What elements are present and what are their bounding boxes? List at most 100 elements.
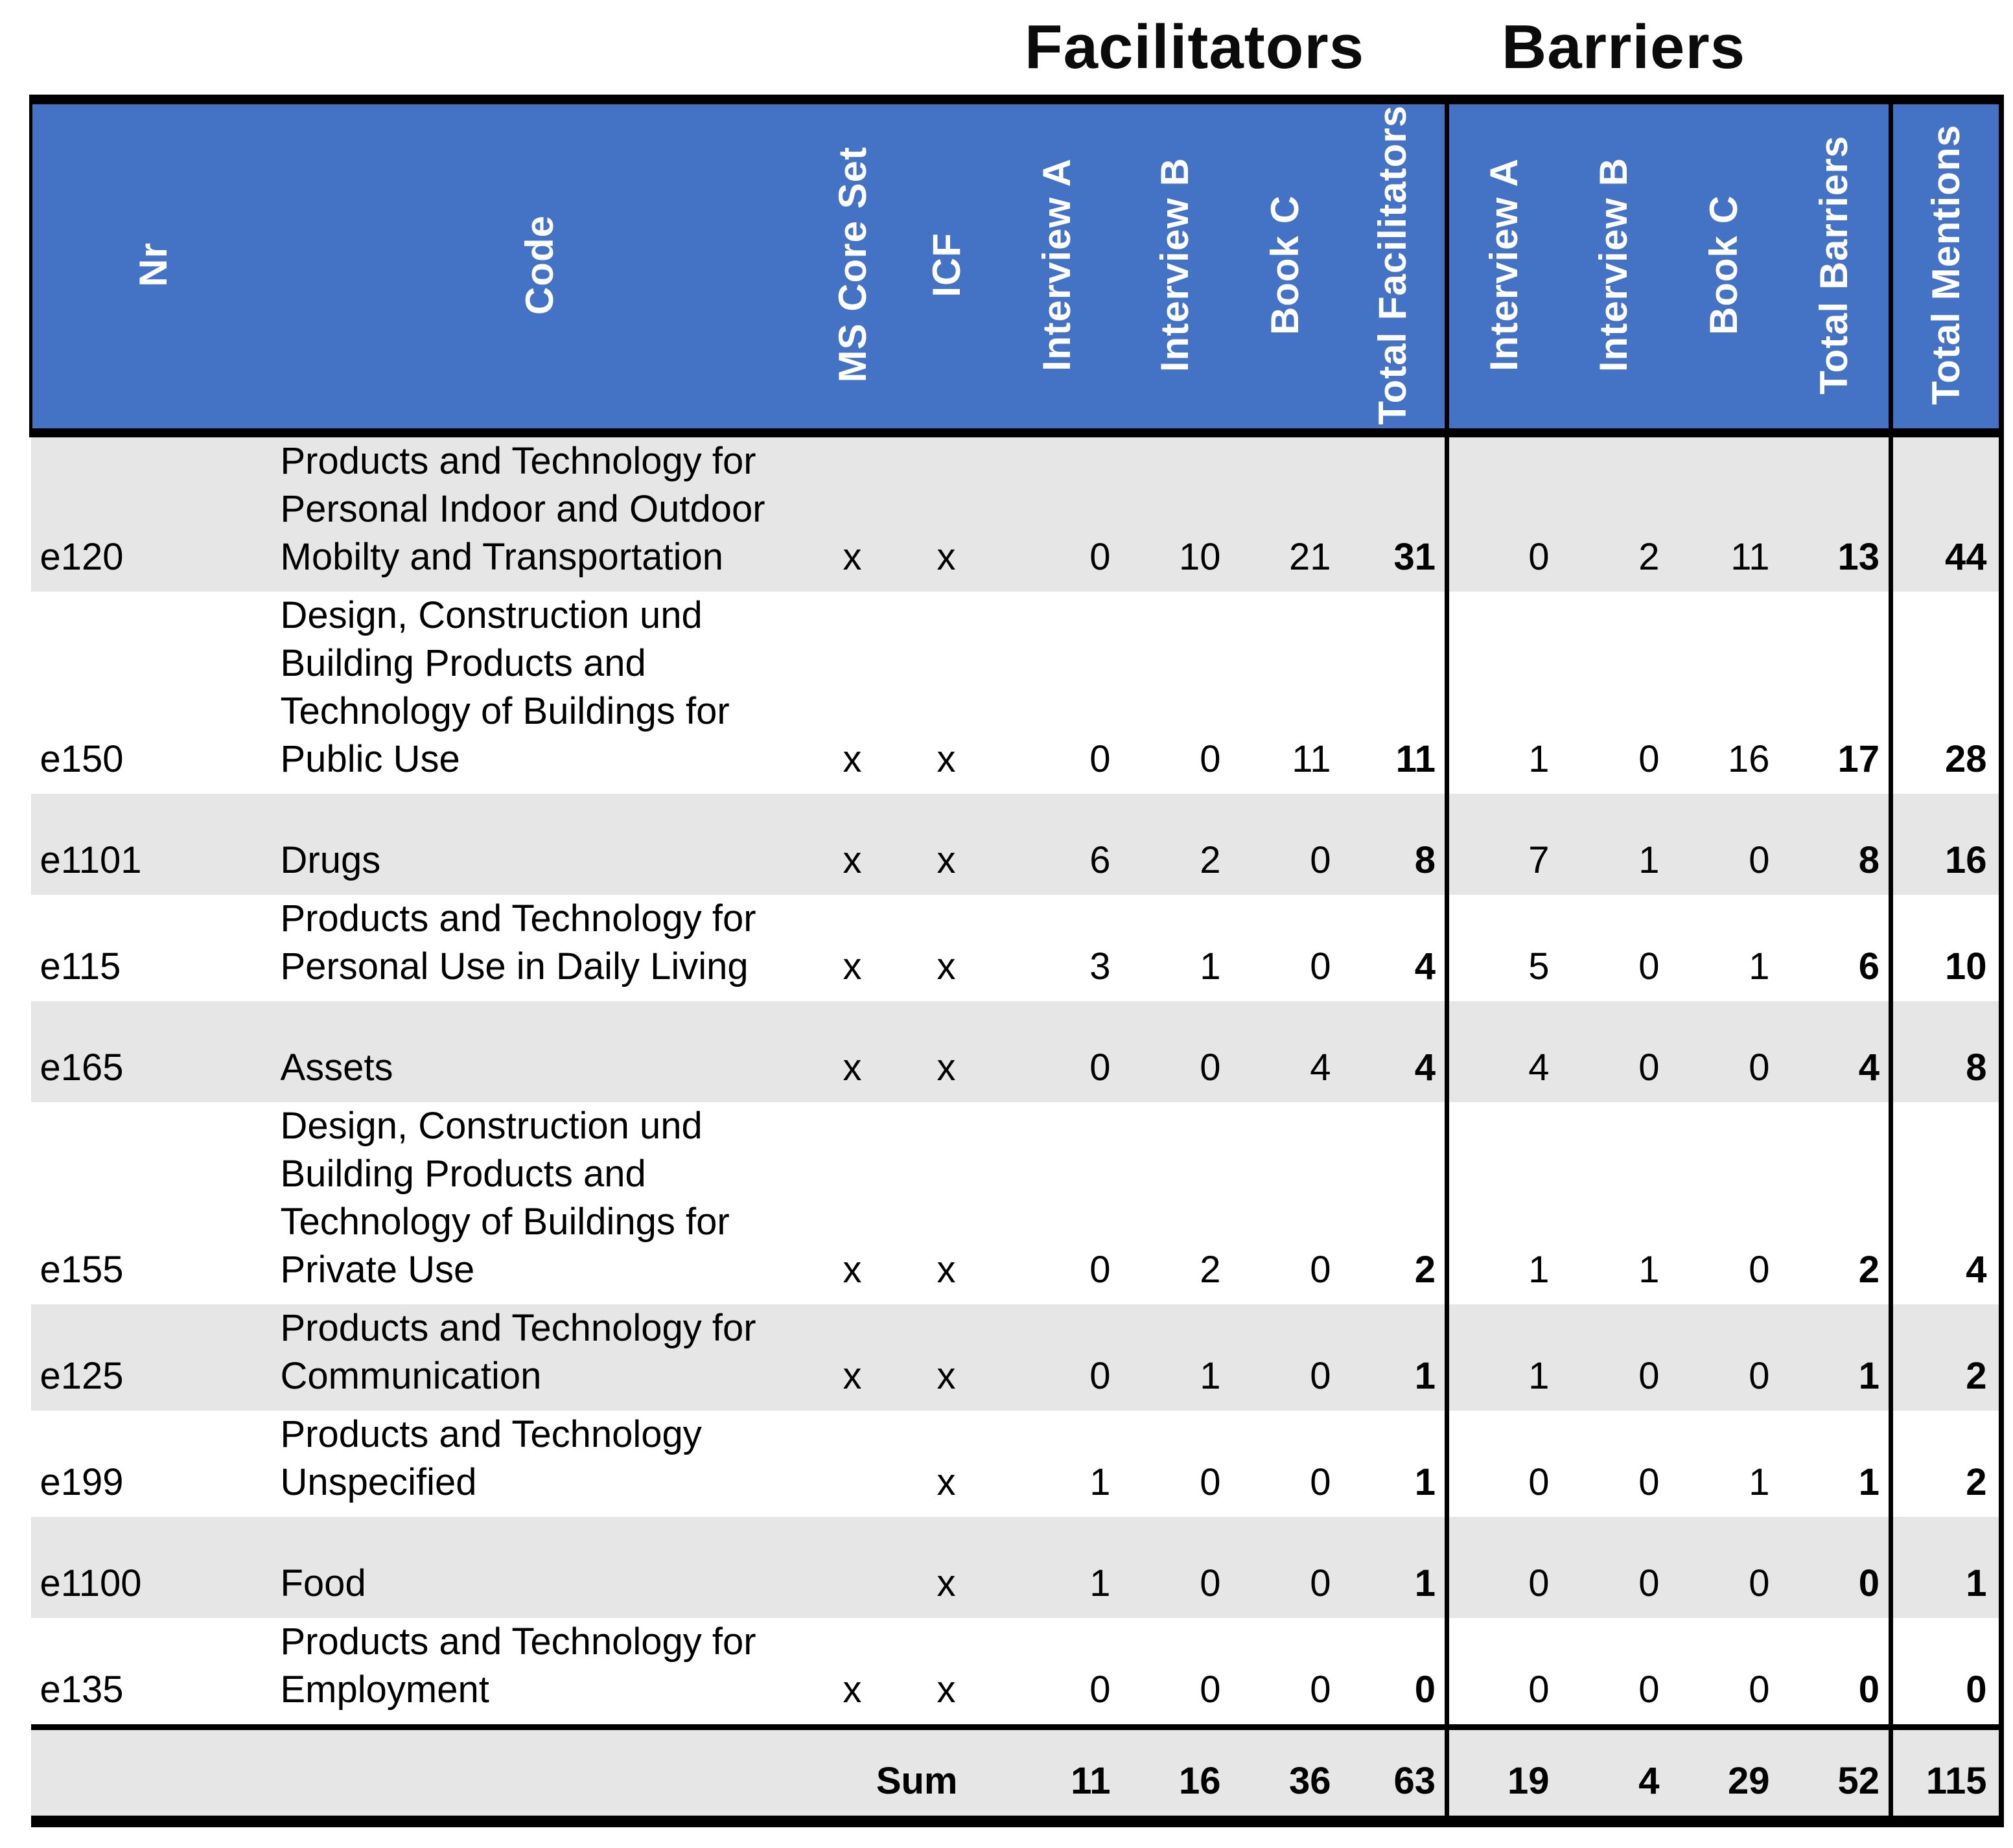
facilitators-interview-b-value: 1: [1200, 945, 1221, 988]
facilitators-interview-b-value: 1: [1119, 1304, 1230, 1411]
column-header-code-label: Code: [518, 214, 561, 315]
row-id: e1101: [30, 794, 274, 895]
total-mentions-value: 8: [1891, 1001, 2004, 1102]
column-header-barriers-book-c-label: Book C: [1702, 194, 1745, 335]
column-header-barriers-interview-b-label: Interview B: [1592, 157, 1635, 373]
total-barriers-value: 0: [1778, 1517, 1893, 1618]
column-header-barriers-interview-a: Interview A: [1447, 95, 1559, 437]
facilitators-interview-a-value: 1: [1089, 1461, 1111, 1503]
row-id: e135: [40, 1669, 124, 1711]
facilitators-interview-a-value: 0: [1089, 1249, 1111, 1291]
facilitators-book-c-value: 0: [1310, 945, 1331, 988]
barriers-interview-b-value: 0: [1638, 1461, 1660, 1503]
table-row: e135 Products and Technology for Employme…: [31, 1618, 2004, 1727]
table-row: e120 Products and Technology for Personal…: [30, 433, 2004, 592]
facilitators-book-c-value: 0: [1310, 1249, 1331, 1291]
row-id: e1100: [30, 1517, 274, 1618]
row-id: e120: [30, 433, 274, 592]
facilitators-book-c-value: 0: [1310, 1669, 1331, 1711]
facilitators-group-title: Facilitators: [1024, 12, 1365, 82]
row-id: e150: [40, 738, 124, 780]
column-header-total-facilitators: Total Facilitators: [1340, 95, 1449, 437]
icf-mark: x: [899, 433, 994, 592]
total-mentions-value: 16: [1891, 794, 2004, 895]
total-barriers-value: 1: [1778, 1411, 1893, 1517]
table-row: e155 Design, Construction und Building Pr…: [31, 1102, 2004, 1304]
sum-row: Sum 11 16 36 63 19 4 29 52 115: [30, 1724, 2004, 1827]
barriers-book-c-value: 0: [1668, 794, 1779, 895]
row-description: Products and Technology Unspecified: [280, 1413, 702, 1503]
sum-total-barriers-value: 52: [1778, 1724, 1893, 1827]
total-barriers-value: 1: [1778, 1304, 1893, 1411]
facilitators-book-c-value: 4: [1229, 1001, 1340, 1102]
column-group-titles: Facilitators Barriers: [0, 0, 2013, 95]
column-header-facilitators-interview-a: Interview A: [993, 95, 1120, 437]
total-facilitators-value: 31: [1340, 433, 1449, 592]
total-facilitators-value: 1: [1340, 1517, 1449, 1618]
row-description: Food: [273, 1517, 806, 1618]
column-header-facilitators-book-c-label: Book C: [1263, 194, 1307, 335]
icf-mark: x: [899, 1001, 994, 1102]
column-header-total-facilitators-label: Total Facilitators: [1370, 104, 1414, 425]
barriers-book-c-value: 0: [1668, 1001, 1779, 1102]
facilitators-book-c-value: 21: [1229, 433, 1340, 592]
column-header-barriers-interview-a-label: Interview A: [1482, 158, 1526, 371]
column-header-icf: ICF: [899, 95, 994, 437]
icf-mark: x: [937, 945, 956, 988]
facilitators-interview-b-value: 0: [1119, 1001, 1230, 1102]
facilitators-interview-a-value: 0: [1089, 1669, 1111, 1711]
sum-row-empty-nr: [30, 1724, 274, 1827]
sum-facilitators-interview-b-value: 16: [1119, 1724, 1230, 1827]
barriers-interview-b-value: 0: [1558, 1517, 1669, 1618]
header-row: Nr Code MS Core Set ICF Interview A Inte…: [29, 95, 2004, 437]
column-header-nr: Nr: [29, 95, 274, 437]
total-facilitators-value: 2: [1340, 1102, 1449, 1304]
table-row: e1100 Food x 1 0 0 1 0 0 0 0 1: [30, 1517, 2004, 1618]
total-mentions-value: 1: [1891, 1517, 2004, 1618]
icf-mark: x: [937, 738, 956, 780]
barriers-interview-a-value: 0: [1528, 1461, 1550, 1503]
row-description: Assets: [273, 1001, 806, 1102]
total-facilitators-value: 11: [1340, 592, 1449, 794]
facilitators-interview-a-value: 0: [993, 1304, 1120, 1411]
facilitators-book-c-value: 11: [1292, 738, 1331, 780]
column-header-facilitators-interview-b: Interview B: [1119, 95, 1230, 437]
column-header-ms-core-set: MS Core Set: [805, 95, 900, 437]
facilitators-interview-a-value: 6: [993, 794, 1120, 895]
total-barriers-value: 0: [1778, 1618, 1893, 1727]
barriers-interview-a-value: 0: [1528, 1669, 1550, 1711]
facilitators-interview-b-value: 2: [1200, 1249, 1221, 1291]
total-facilitators-value: 1: [1340, 1304, 1449, 1411]
facilitators-book-c-value: 0: [1310, 1461, 1331, 1503]
sum-barriers-book-c-value: 29: [1668, 1724, 1779, 1827]
ms-core-set-mark: x: [805, 433, 900, 592]
table-row: e150 Design, Construction und Building Pr…: [31, 592, 2004, 794]
column-header-total-mentions-label: Total Mentions: [1924, 124, 1968, 405]
row-description: Products and Technology for Employment: [280, 1621, 756, 1711]
ms-core-set-mark: x: [843, 738, 862, 780]
sum-facilitators-interview-a-value: 11: [993, 1724, 1120, 1827]
total-facilitators-value: 0: [1340, 1618, 1449, 1727]
table-row: e165 Assets x x 0 0 4 4 4 0 0 4 8: [30, 1001, 2004, 1102]
facilitators-interview-a-value: 1: [993, 1517, 1120, 1618]
total-barriers-value: 2: [1778, 1102, 1893, 1304]
ms-core-set-mark: x: [843, 945, 862, 988]
column-header-total-mentions: Total Mentions: [1891, 95, 2004, 437]
barriers-interview-b-value: 0: [1558, 1001, 1669, 1102]
total-barriers-value: 8: [1778, 794, 1893, 895]
barriers-book-c-value: 11: [1668, 433, 1779, 592]
row-id: e125: [30, 1304, 274, 1411]
sum-barriers-interview-a-value: 19: [1447, 1724, 1559, 1827]
row-description: Design, Construction und Building Produc…: [280, 1105, 730, 1291]
total-facilitators-value: 4: [1340, 895, 1449, 1001]
sum-row-empty-code: [273, 1724, 806, 1827]
total-facilitators-value: 8: [1340, 794, 1449, 895]
table-row: e115 Products and Technology for Personal…: [31, 895, 2004, 1001]
total-mentions-value: 10: [1891, 895, 2004, 1001]
row-description: Products and Technology for Communicatio…: [273, 1304, 806, 1411]
barriers-interview-b-value: 1: [1558, 794, 1669, 895]
table-row: e199 Products and Technology Unspecified x…: [31, 1411, 2004, 1517]
ms-core-set-mark: x: [805, 1001, 900, 1102]
total-mentions-value: 0: [1891, 1618, 2004, 1727]
